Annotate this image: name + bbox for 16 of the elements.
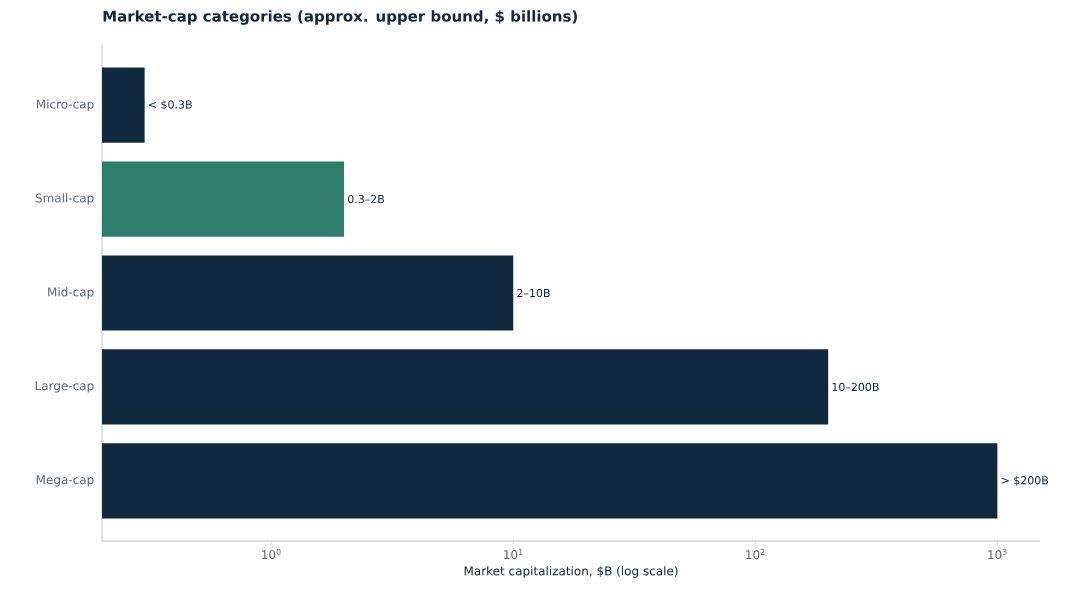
data-label: < $0.3B [149, 100, 192, 111]
chart-title: Market-cap categories (approx. upper bound, $ billions) [103, 10, 577, 25]
x-tick-label: 10$^{2}$ [746, 548, 765, 560]
x-axis-title: Market capitalization, $B (log scale) [464, 566, 678, 578]
x-tick-label: 10$^{3}$ [988, 548, 1007, 560]
y-tick-label: Micro-cap [36, 99, 94, 111]
y-tick-label: Mega-cap [36, 475, 94, 487]
x-tick-label: 10$^{0}$ [262, 548, 281, 560]
x-tick-label: 10$^{1}$ [504, 548, 523, 560]
data-label: 10–200B [832, 382, 879, 392]
y-tick-label: Mid-cap [48, 287, 94, 299]
data-label: 0.3–2B [347, 194, 384, 204]
data-label: > $200B [1001, 475, 1049, 486]
y-tick-label: Small-cap [35, 193, 94, 205]
data-label: 2–10B [517, 288, 550, 298]
y-tick-label: Large-cap [35, 381, 94, 393]
